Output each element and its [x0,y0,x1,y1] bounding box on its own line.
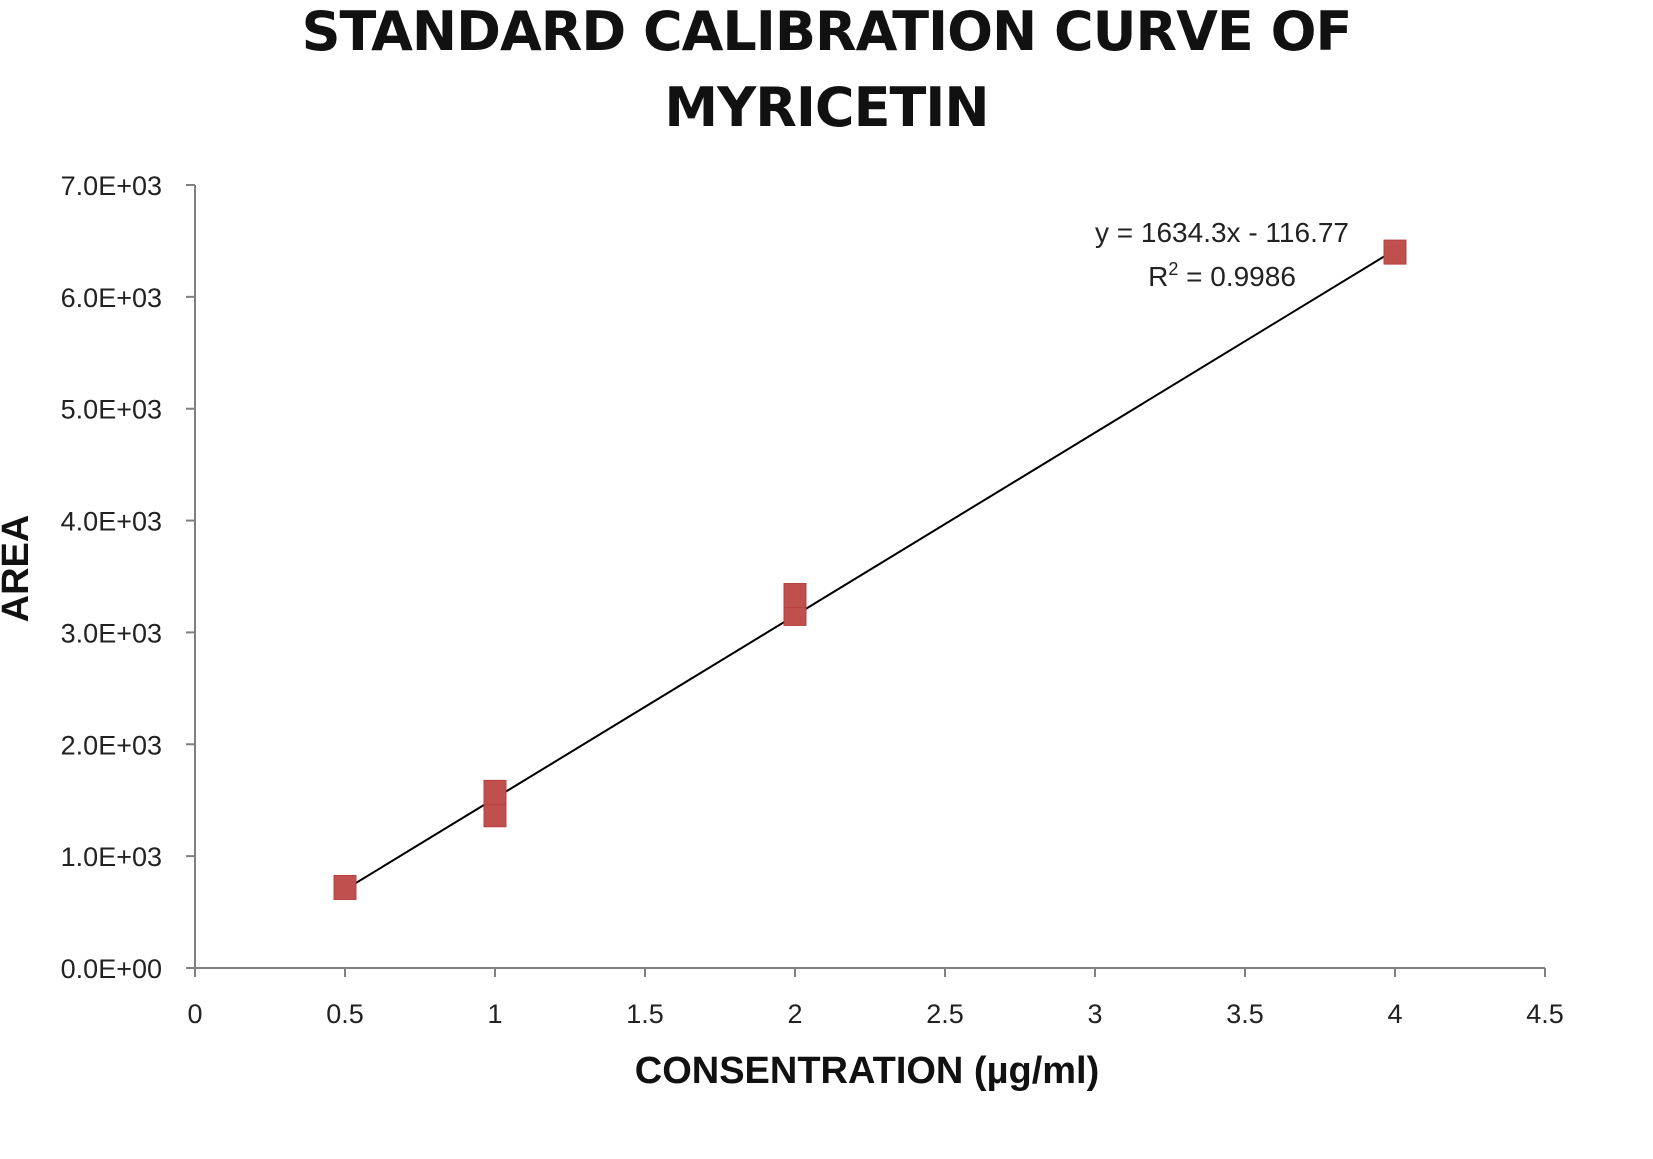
data-point [1383,239,1407,265]
y-tick-label: 1.0E+03 [61,842,162,872]
chart-title-line-2: MYRICETIN [664,76,989,139]
y-tick-label: 7.0E+03 [61,171,162,201]
x-tick-label: 4.5 [1526,999,1564,1029]
data-point [333,874,357,900]
chart-title-line-1: STANDARD CALIBRATION CURVE OF [301,0,1353,63]
r-squared-label: R2 = 0.9986 [1148,259,1296,292]
data-point [783,583,807,609]
data-point [483,802,507,828]
y-tick-label: 6.0E+03 [61,283,162,313]
x-axis-title: CONSENTRATION (µg/ml) [635,1050,1100,1092]
x-tick-label: 4 [1387,999,1402,1029]
y-tick-label: 3.0E+03 [61,618,162,648]
y-tick-label: 0.0E+00 [61,954,162,984]
y-tick-label: 2.0E+03 [61,730,162,760]
trendline-equation: y = 1634.3x - 116.77 [1095,217,1349,248]
y-tick-label: 4.0E+03 [61,507,162,537]
y-axis-title: AREA [0,515,37,623]
x-tick-label: 0 [187,999,202,1029]
x-tick-label: 1 [487,999,502,1029]
x-tick-label: 1.5 [626,999,664,1029]
x-tick-label: 3.5 [1226,999,1264,1029]
y-tick-label: 5.0E+03 [61,395,162,425]
x-tick-label: 0.5 [326,999,364,1029]
data-point [483,779,507,805]
x-tick-label: 2 [787,999,802,1029]
x-tick-label: 3 [1087,999,1102,1029]
x-tick-label: 2.5 [926,999,964,1029]
trendline [344,248,1396,891]
